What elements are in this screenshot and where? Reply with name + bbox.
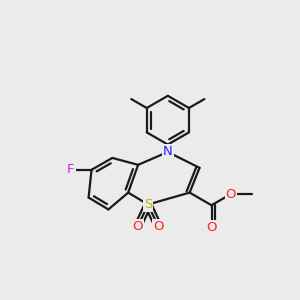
- Text: O: O: [153, 220, 164, 233]
- Text: F: F: [67, 163, 74, 176]
- Text: O: O: [226, 188, 236, 201]
- Text: N: N: [163, 146, 173, 158]
- Text: S: S: [144, 198, 152, 211]
- Text: O: O: [132, 220, 143, 233]
- Text: O: O: [206, 221, 217, 234]
